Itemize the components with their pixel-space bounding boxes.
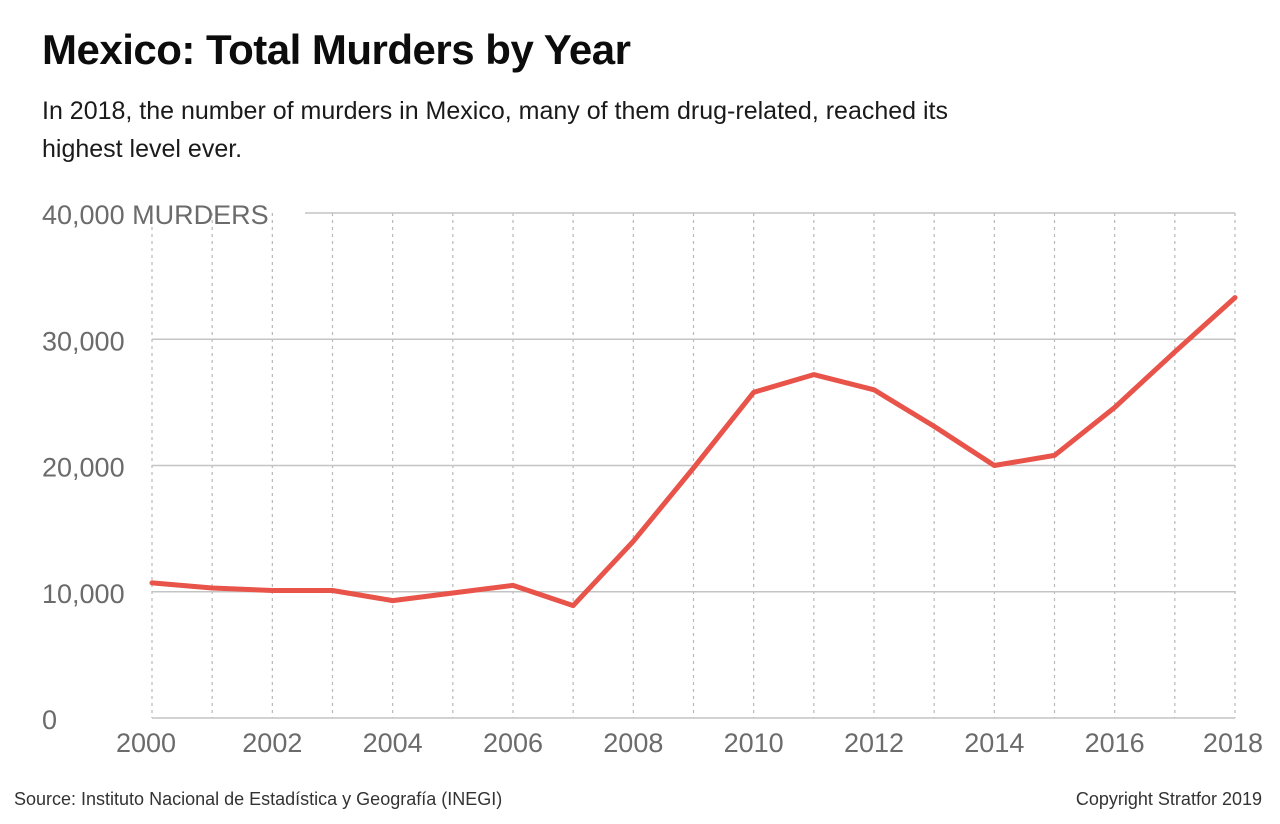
y-tick-label-0: 0 bbox=[42, 705, 57, 735]
x-tick-label-2010: 2010 bbox=[724, 728, 784, 758]
data-point-2016 bbox=[1112, 404, 1118, 410]
x-tick-label-2014: 2014 bbox=[964, 728, 1024, 758]
x-tick-label-2000: 2000 bbox=[116, 728, 176, 758]
chart-title: Mexico: Total Murders by Year bbox=[42, 26, 631, 73]
series-line-murders bbox=[149, 295, 1238, 609]
data-point-2011 bbox=[811, 372, 817, 378]
data-point-2015 bbox=[1052, 452, 1058, 458]
x-tick-label-2016: 2016 bbox=[1085, 728, 1145, 758]
data-point-2003 bbox=[330, 587, 336, 593]
data-point-2002 bbox=[269, 587, 275, 593]
x-axis-labels: 2000 2002 2004 2006 2008 2010 2012 2014 2016 2018 bbox=[116, 728, 1263, 758]
data-point-2014 bbox=[991, 463, 997, 469]
data-point-2010 bbox=[751, 389, 757, 395]
data-point-2018 bbox=[1232, 295, 1238, 301]
data-point-2005 bbox=[450, 590, 456, 596]
y-tick-label-20000: 20,000 bbox=[42, 453, 125, 483]
data-point-2017 bbox=[1172, 349, 1178, 355]
y-tick-label-10000: 10,000 bbox=[42, 579, 125, 609]
source-note: Source: Instituto Nacional de Estadístic… bbox=[14, 789, 503, 809]
data-point-2001 bbox=[209, 585, 215, 591]
x-tick-label-2012: 2012 bbox=[844, 728, 904, 758]
x-tick-label-2018: 2018 bbox=[1203, 728, 1263, 758]
chart-subtitle: In 2018, the number of murders in Mexico… bbox=[42, 97, 949, 163]
data-point-2009 bbox=[691, 465, 697, 471]
data-point-2013 bbox=[931, 423, 937, 429]
x-tick-label-2004: 2004 bbox=[363, 728, 423, 758]
data-point-2004 bbox=[390, 598, 396, 604]
y-tick-label-30000: 30,000 bbox=[42, 326, 125, 356]
x-tick-label-2008: 2008 bbox=[603, 728, 663, 758]
x-tick-label-2006: 2006 bbox=[483, 728, 543, 758]
copyright-note: Copyright Stratfor 2019 bbox=[1075, 789, 1262, 809]
data-point-2008 bbox=[630, 538, 636, 544]
x-tick-label-2002: 2002 bbox=[242, 728, 302, 758]
y-axis-labels: 0 10,000 20,000 30,000 40,000 MURDERS bbox=[42, 200, 269, 735]
data-point-2007 bbox=[570, 603, 576, 609]
data-point-2000 bbox=[149, 580, 155, 586]
y-tick-label-40000: 40,000 MURDERS bbox=[42, 200, 269, 230]
data-point-2006 bbox=[510, 582, 516, 588]
data-point-2012 bbox=[871, 387, 877, 393]
